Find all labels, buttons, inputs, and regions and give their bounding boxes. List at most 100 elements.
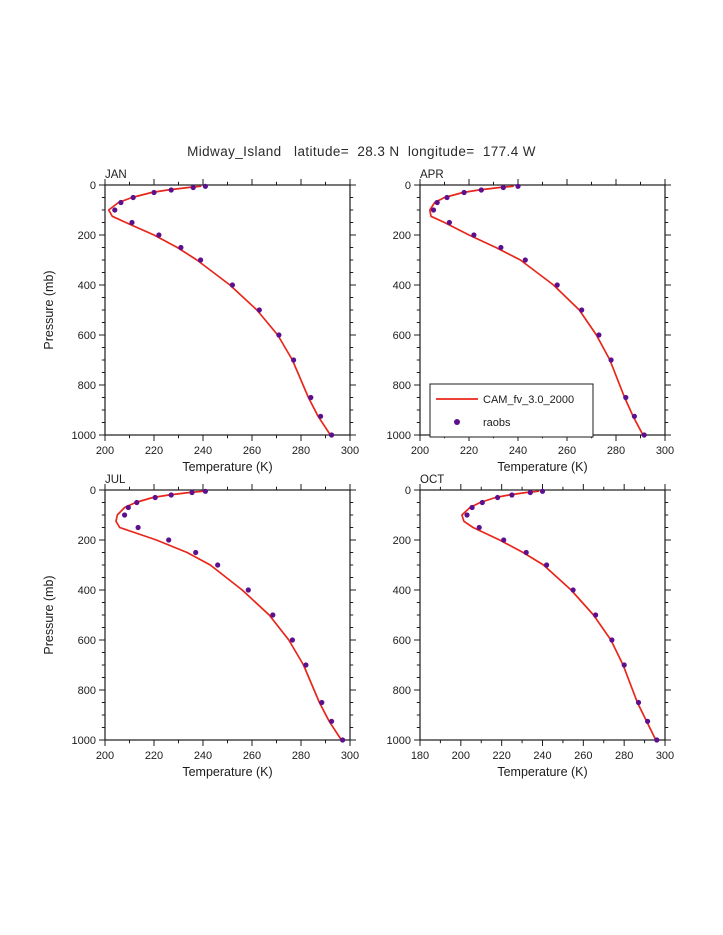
y-tick-label: 800 [393, 685, 411, 697]
raobs-dot [631, 413, 637, 419]
raobs-dot [112, 207, 118, 213]
raobs-dot [522, 257, 528, 263]
raobs-dot [464, 512, 470, 518]
raobs-dot [498, 244, 504, 251]
raobs-dot [245, 587, 251, 593]
raobs-dot [308, 394, 314, 401]
raobs-dot [495, 494, 501, 501]
x-tick-label: 300 [341, 750, 359, 762]
raobs-dot [178, 244, 184, 251]
raobs-dots [464, 488, 660, 743]
raobs-dot [609, 637, 615, 643]
y-tick-label: 400 [78, 280, 96, 292]
x-tick-label: 180 [411, 750, 429, 762]
raobs-dot [623, 394, 629, 401]
raobs-dot [554, 282, 560, 288]
raobs-dot [129, 219, 135, 226]
raobs-dot [645, 718, 651, 724]
raobs-dot [329, 432, 335, 438]
y-tick-label: 200 [78, 535, 96, 547]
raobs-dot [579, 307, 585, 313]
raobs-dots [122, 488, 346, 743]
x-tick-label: 280 [615, 750, 633, 762]
raobs-dot [118, 199, 124, 206]
panel-oct: 180 200 220 240 260 280 300 0 200 400 600 800 1000 OC… [335, 465, 680, 805]
panel-month-label: JAN [105, 169, 127, 181]
raobs-dot [270, 612, 276, 618]
raobs-dot [130, 194, 136, 201]
chart-title: Midway_Island latitude= 28.3 N longitude… [187, 144, 536, 159]
x-tick-label: 200 [96, 445, 114, 457]
x-tick-label: 300 [656, 445, 674, 457]
raobs-dot [596, 332, 602, 338]
raobs-dot [189, 489, 195, 496]
raobs-dot [215, 562, 221, 568]
raobs-dot [289, 637, 295, 643]
raobs-dot [509, 492, 515, 498]
raobs-dot [202, 488, 208, 494]
legend-raobs-label: raobs [483, 417, 511, 429]
panel-jan-svg: 200 220 240 260 280 300 0 200 400 600 800 1000 JAN Te… [42, 169, 359, 474]
x-tick-label: 280 [607, 445, 625, 457]
x-tick-label: 220 [145, 445, 163, 457]
raobs-dot [515, 183, 521, 189]
raobs-dot [641, 432, 647, 438]
raobs-dot [479, 499, 485, 506]
x-axis-title: Temperature (K) [497, 460, 587, 474]
y-tick-label: 600 [78, 635, 96, 647]
x-tick-label: 300 [341, 445, 359, 457]
raobs-dot [152, 494, 158, 501]
axis-ticks [99, 179, 356, 441]
y-tick-label: 800 [78, 685, 96, 697]
x-tick-label: 240 [533, 750, 551, 762]
legend-raobs-dot [454, 419, 460, 425]
raobs-dot [500, 184, 506, 191]
x-tick-label: 260 [243, 445, 261, 457]
raobs-dot [125, 504, 131, 511]
y-axis-title: Pressure (mb) [42, 270, 56, 349]
raobs-dot [469, 504, 475, 511]
raobs-dot [608, 357, 614, 363]
panel-apr: 200 220 240 260 280 300 0 200 400 600 800 1000 APR Te… [335, 160, 680, 500]
raobs-dot [446, 219, 452, 226]
x-tick-label: 260 [243, 750, 261, 762]
raobs-dot [434, 199, 440, 206]
y-tick-label: 600 [78, 330, 96, 342]
model-temperature-curve [461, 490, 657, 741]
raobs-dot [570, 587, 576, 593]
raobs-dot [539, 488, 546, 494]
raobs-dot [202, 183, 208, 189]
x-tick-label: 220 [145, 750, 163, 762]
x-tick-label: 200 [411, 445, 429, 457]
raobs-dot [471, 232, 477, 238]
y-tick-label: 1000 [387, 430, 411, 442]
y-tick-label: 0 [90, 485, 96, 497]
raobs-dot [291, 357, 297, 363]
panel-jul: 200 220 240 260 280 300 0 200 400 600 800 1000 JUL Te… [20, 465, 365, 805]
raobs-dot [276, 332, 282, 338]
y-axis-title: Pressure (mb) [42, 575, 56, 654]
raobs-dot [135, 524, 141, 531]
x-tick-label: 280 [292, 750, 310, 762]
raobs-dot [476, 524, 482, 531]
y-tick-label: 200 [78, 230, 96, 242]
y-tick-label: 0 [405, 485, 411, 497]
panel-month-label: JUL [105, 474, 126, 486]
y-tick-label: 1000 [387, 735, 411, 747]
y-tick-label: 400 [78, 585, 96, 597]
raobs-dot [256, 307, 262, 313]
panel-oct-svg: 180 200 220 240 260 280 300 0 200 400 600 800 1000 OC… [387, 474, 675, 779]
raobs-dot [122, 512, 128, 518]
raobs-dot [151, 189, 157, 196]
x-tick-label: 240 [509, 445, 527, 457]
y-tick-label: 600 [393, 330, 411, 342]
raobs-dot [193, 549, 199, 556]
raobs-dot [621, 662, 627, 668]
raobs-dot [168, 492, 174, 498]
raobs-dot [198, 257, 204, 263]
x-axis-title: Temperature (K) [182, 765, 272, 779]
raobs-dot [190, 184, 196, 191]
y-tick-label: 0 [90, 180, 96, 192]
raobs-dot [166, 537, 172, 543]
